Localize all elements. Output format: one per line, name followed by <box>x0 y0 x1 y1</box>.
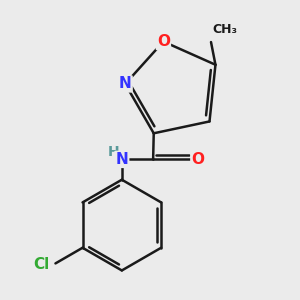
Text: O: O <box>191 152 204 167</box>
Text: N: N <box>119 76 132 92</box>
Text: H: H <box>108 145 120 159</box>
Text: N: N <box>116 152 128 167</box>
Text: Cl: Cl <box>34 257 50 272</box>
Text: O: O <box>157 34 170 49</box>
Text: CH₃: CH₃ <box>213 23 238 36</box>
